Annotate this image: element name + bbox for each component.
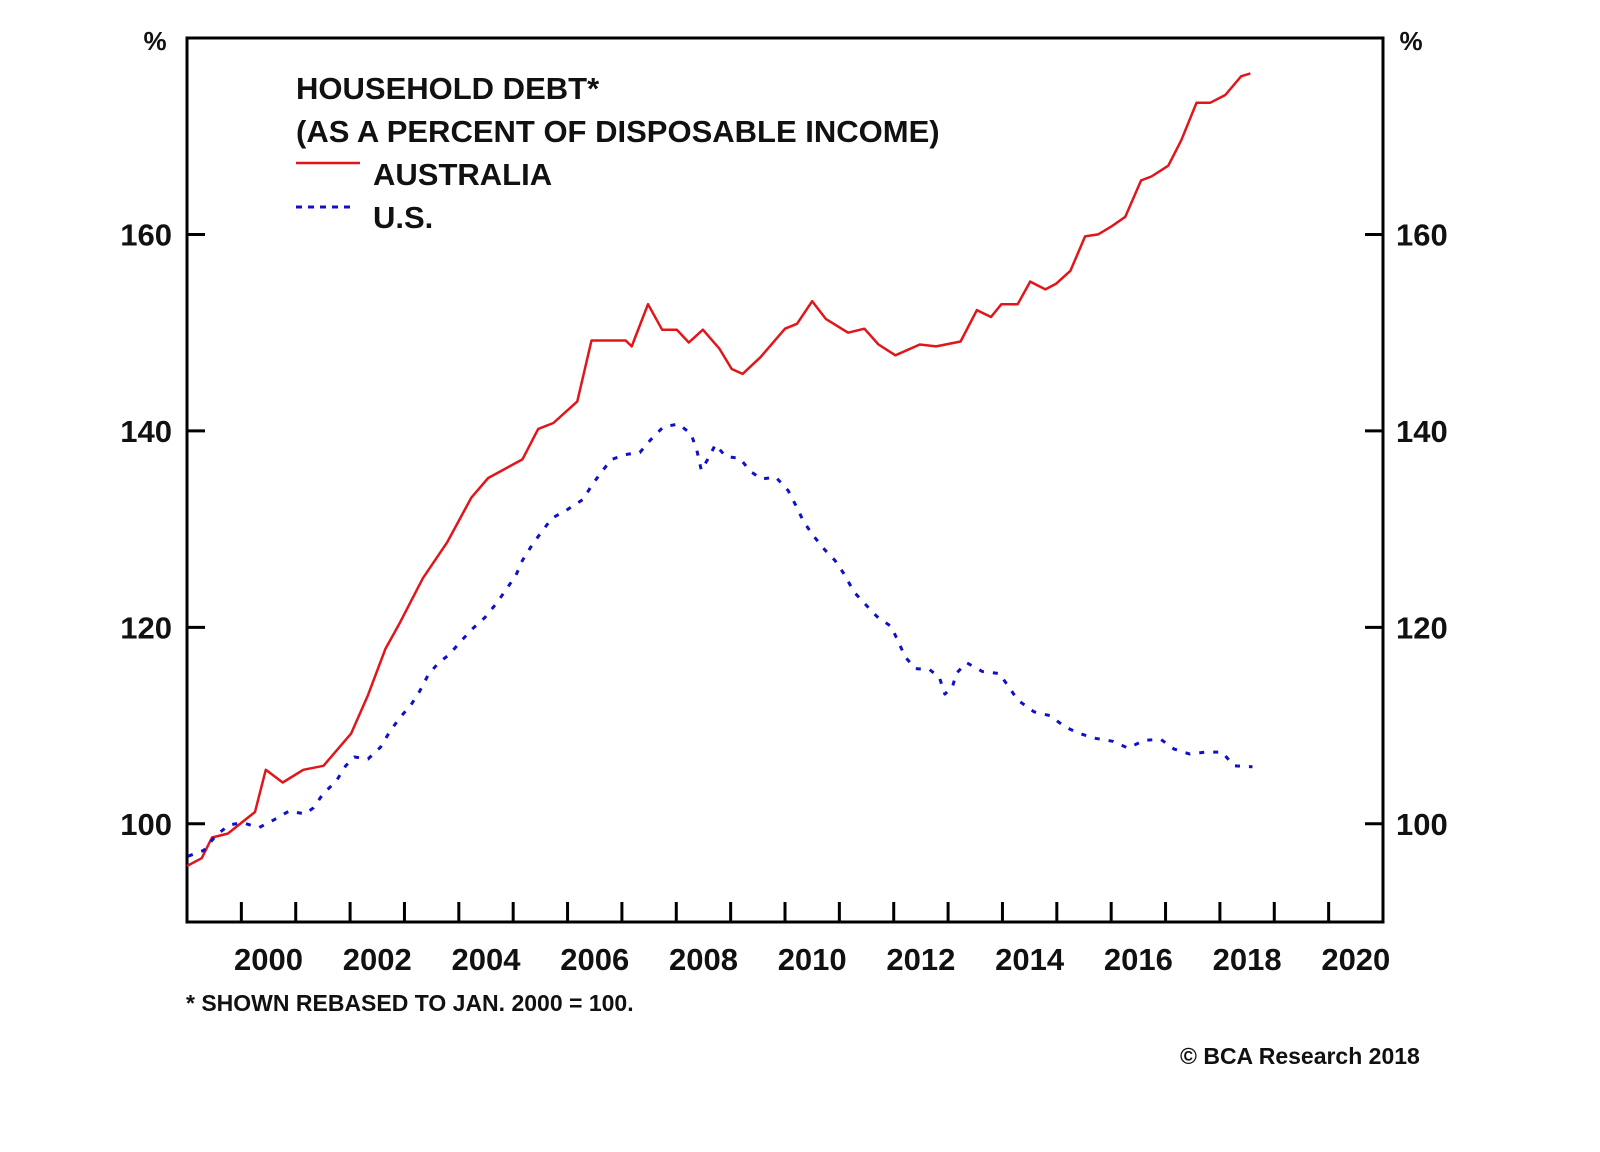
y-tick-label-right: 100	[1396, 807, 1448, 842]
y-axis-unit-left: %	[143, 26, 166, 56]
y-tick-label-right: 160	[1396, 217, 1448, 252]
x-tick-label: 2008	[669, 942, 738, 977]
x-tick-label: 2006	[560, 942, 629, 977]
y-tick-label-right: 120	[1396, 610, 1448, 645]
y-tick-label-left: 100	[120, 807, 172, 842]
legend-label-australia: AUSTRALIA	[373, 157, 552, 192]
x-tick-label: 2018	[1213, 942, 1282, 977]
y-tick-label-left: 120	[120, 610, 172, 645]
x-tick-label: 2010	[778, 942, 847, 977]
x-tick-label: 2000	[234, 942, 303, 977]
footnote: * SHOWN REBASED TO JAN. 2000 = 100.	[186, 990, 634, 1016]
chart-title: HOUSEHOLD DEBT*	[296, 71, 600, 106]
series-line-us	[187, 422, 1253, 858]
series-line-australia	[186, 72, 1251, 868]
x-tick-label: 2012	[886, 942, 955, 977]
y-tick-label-right: 140	[1396, 414, 1448, 449]
x-tick-label: 2002	[343, 942, 412, 977]
copyright: © BCA Research 2018	[1180, 1043, 1420, 1069]
x-tick-label: 2020	[1321, 942, 1390, 977]
plot-frame	[185, 36, 1385, 924]
y-axis-unit-right: %	[1399, 26, 1422, 56]
legend-label-us: U.S.	[373, 200, 433, 235]
chart-subtitle: (AS A PERCENT OF DISPOSABLE INCOME)	[296, 114, 940, 149]
x-tick-label: 2004	[452, 942, 522, 977]
x-tick-label: 2014	[995, 942, 1065, 977]
y-tick-label-left: 160	[120, 217, 172, 252]
x-tick-label: 2016	[1104, 942, 1173, 977]
y-tick-label-left: 140	[120, 414, 172, 449]
legend: HOUSEHOLD DEBT* (AS A PERCENT OF DISPOSA…	[296, 71, 940, 235]
